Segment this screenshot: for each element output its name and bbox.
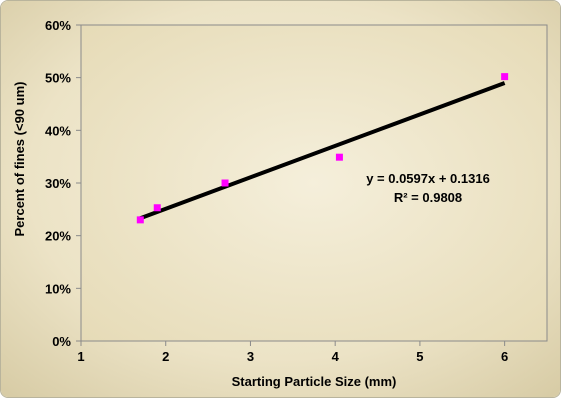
x-tick-label: 1	[77, 349, 84, 364]
r-squared-label: R² = 0.9808	[394, 190, 462, 205]
y-tick-label: 50%	[45, 71, 71, 86]
data-point	[501, 73, 509, 81]
trendline	[139, 81, 506, 221]
y-tick-label: 0%	[52, 334, 71, 349]
x-tick-label: 5	[416, 349, 423, 364]
x-tick-label: 6	[501, 349, 508, 364]
x-axis-ticks: 1 2 3 4 5 6	[77, 341, 508, 364]
x-axis-label: Starting Particle Size (mm)	[232, 374, 397, 389]
y-tick-label: 20%	[45, 229, 71, 244]
x-tick-label: 2	[162, 349, 169, 364]
y-tick-label: 40%	[45, 123, 71, 138]
y-axis-ticks: 0% 10% 20% 30% 40% 50% 60%	[45, 18, 81, 349]
x-tick-label: 4	[332, 349, 340, 364]
y-tick-label: 60%	[45, 18, 71, 33]
data-point	[136, 216, 144, 224]
plot-area	[80, 24, 548, 342]
x-tick-label: 3	[247, 349, 254, 364]
y-tick-label: 30%	[45, 176, 71, 191]
trendline-equation: y = 0.0597x + 0.1316	[366, 171, 490, 186]
data-point	[335, 153, 343, 161]
y-tick-label: 10%	[45, 281, 71, 296]
data-point	[153, 204, 161, 212]
y-axis-label: Percent of fines (<90 um)	[12, 82, 27, 237]
data-points	[136, 73, 509, 224]
data-point	[221, 179, 229, 187]
